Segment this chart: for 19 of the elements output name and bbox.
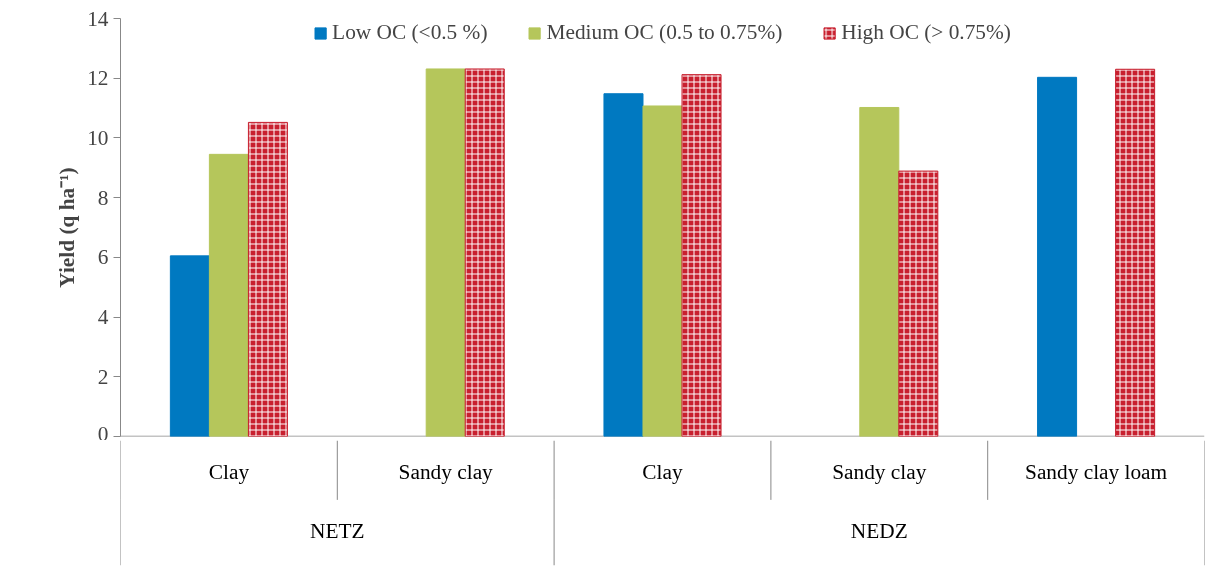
y-tick-label: 2 [97,364,109,389]
text: NEDZ [850,519,908,544]
text: NETZ [310,519,365,544]
legend-label: Low OC (<0.5 %) [332,20,488,45]
y-tick-label: 12 [87,66,109,91]
x-tick-label: Sandy clay [832,459,927,484]
y-tick-label: 4 [97,305,109,330]
x-tick-label: Clay [642,459,683,484]
legend-label: Medium OC (0.5 to 0.75%) [546,20,783,45]
legend-label: High OC (> 0.75%) [841,20,1011,45]
y-tick-label: 6 [97,245,109,270]
y-tick-label: 0 [97,421,109,446]
x-tick-label: Sandy clay loam [1025,459,1168,484]
y-tick-label: 14 [87,6,109,31]
y-tick-label: 10 [87,125,109,150]
y-axis-title: Yield (q ha⁻¹) [55,167,80,288]
y-tick-label: 8 [97,185,109,210]
x-tick-label: Clay [208,459,250,484]
x-tick-label: Sandy clay [398,459,494,484]
